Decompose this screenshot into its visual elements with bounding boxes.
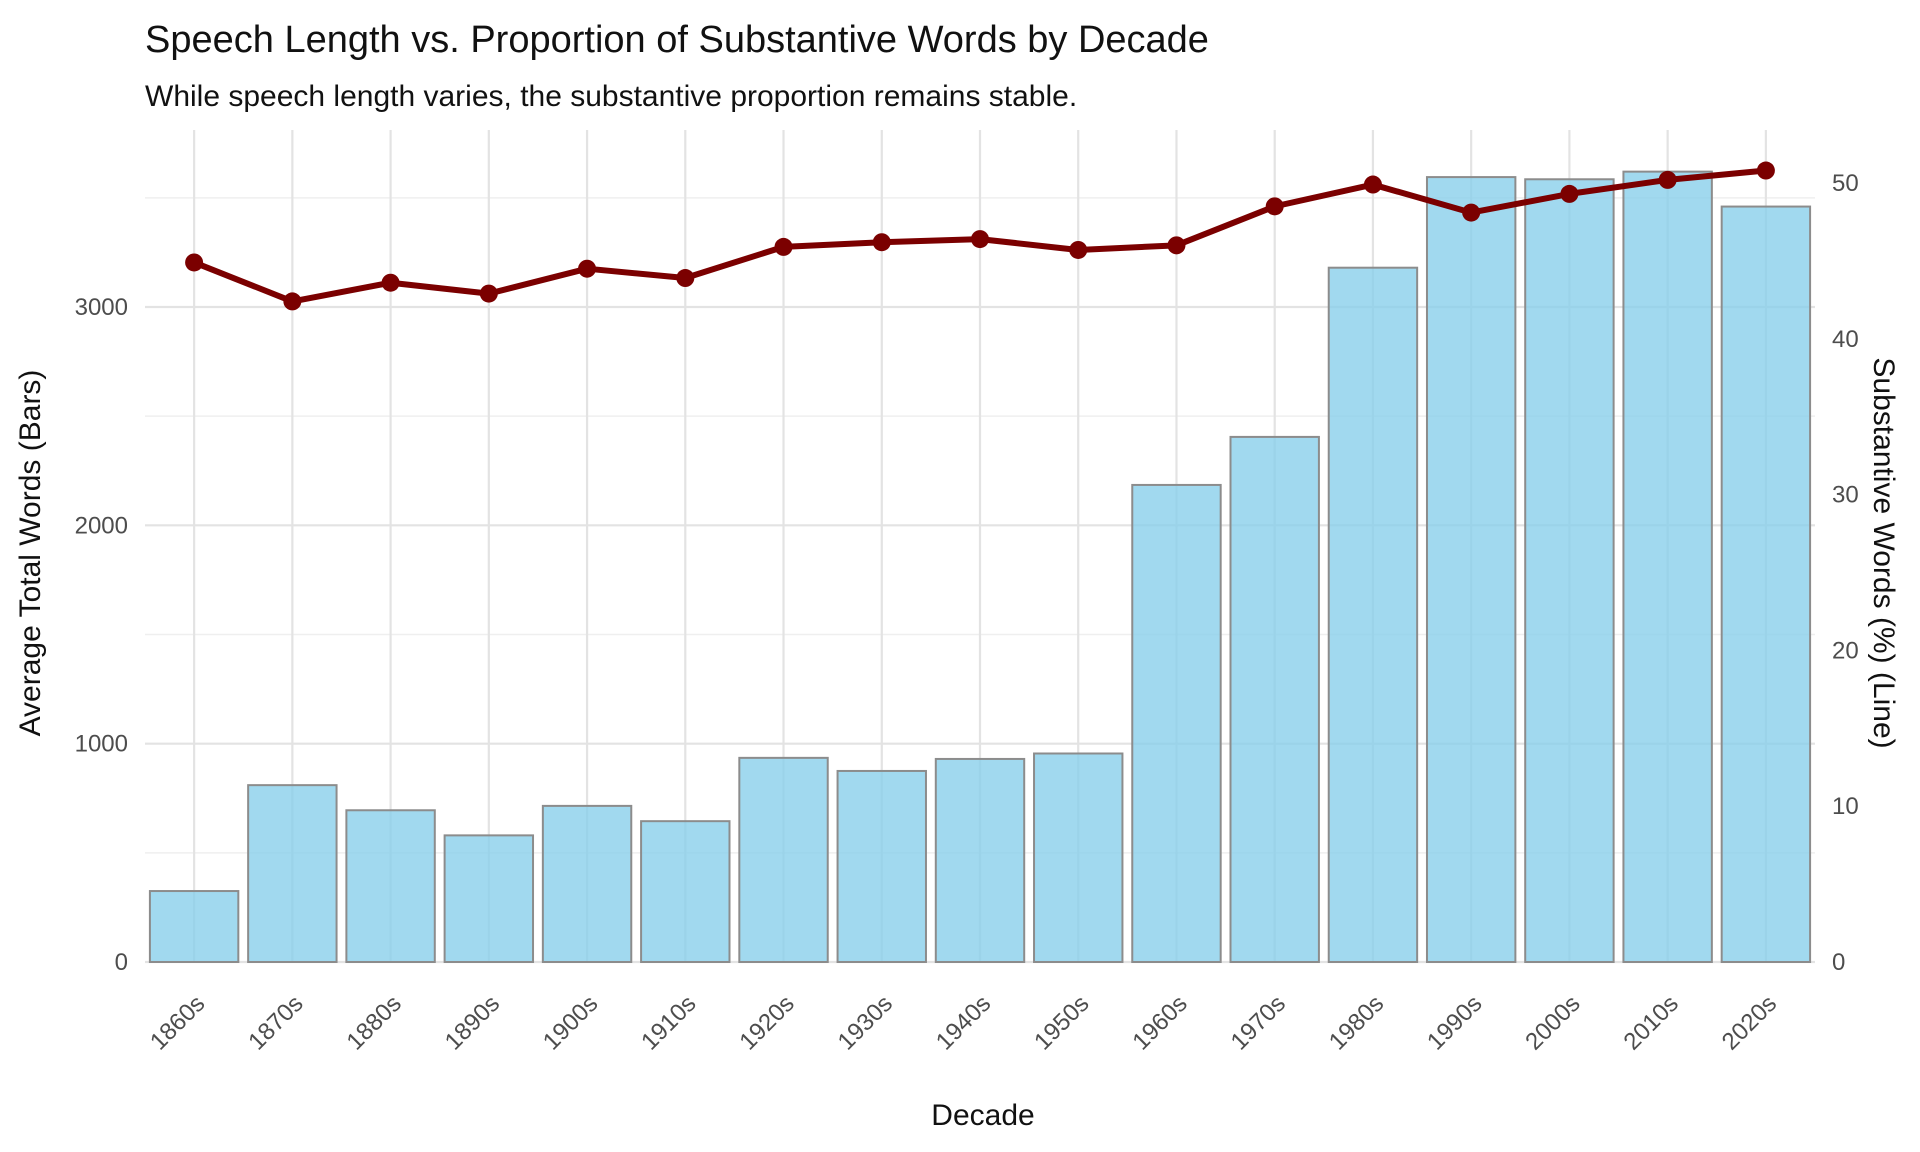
bar-1910s <box>640 820 731 963</box>
bar-1990s <box>1425 176 1517 963</box>
bar-1960s <box>1131 483 1222 963</box>
y-right-tick-label: 0 <box>1832 949 1845 976</box>
x-tick-label: 1930s <box>833 990 898 1055</box>
bar-2020s <box>1720 205 1812 964</box>
y-right-tick-label: 20 <box>1832 637 1859 664</box>
bar-1930s <box>836 769 927 963</box>
line-point-1960s <box>1167 236 1186 255</box>
line-point-1900s <box>578 259 597 278</box>
line-point-2010s <box>1658 170 1677 189</box>
bar-1920s <box>738 756 829 963</box>
x-tick-label: 1940s <box>931 990 996 1055</box>
line-point-1930s <box>872 233 891 252</box>
x-tick-label: 1880s <box>342 990 407 1055</box>
line-point-1920s <box>774 237 793 256</box>
y-left-tick-label: 2000 <box>75 512 128 539</box>
y-right-tick-label: 30 <box>1832 482 1859 509</box>
bar-1980s <box>1327 266 1419 963</box>
line-point-1890s <box>479 284 498 303</box>
x-tick-label: 1970s <box>1226 990 1291 1055</box>
line-layer <box>185 161 1775 311</box>
line-point-1940s <box>971 230 989 249</box>
x-tick-label: 1870s <box>243 990 308 1055</box>
bar-1860s <box>148 890 240 964</box>
x-tick-label: 1890s <box>440 990 505 1055</box>
x-tick-label: 1900s <box>538 990 603 1055</box>
bar-layer <box>148 170 1812 964</box>
x-tick-label: 1980s <box>1324 990 1389 1055</box>
x-tick-label: 2000s <box>1520 990 1585 1055</box>
y-left-tick-label: 3000 <box>75 294 128 321</box>
line-point-1980s <box>1363 175 1382 194</box>
line-point-1860s <box>185 253 204 272</box>
x-tick-label: 1960s <box>1127 990 1192 1055</box>
x-axis-label: Decade <box>931 1099 1034 1132</box>
bar-1880s <box>345 809 436 964</box>
chart-subtitle: While speech length varies, the substant… <box>145 80 1077 113</box>
chart-title: Speech Length vs. Proportion of Substant… <box>145 19 1209 61</box>
line-point-2020s <box>1756 161 1775 180</box>
bar-1950s <box>1033 752 1124 963</box>
line-point-1970s <box>1265 197 1284 216</box>
y-axis-right-label: Substantive Words (%) (Line) <box>1867 357 1900 748</box>
y-axis-left-label: Average Total Words (Bars) <box>14 370 47 737</box>
y-right-tick-label: 10 <box>1832 793 1859 820</box>
line-point-2000s <box>1560 184 1579 203</box>
bar-2000s <box>1524 178 1615 963</box>
line-point-1870s <box>283 292 302 311</box>
y-right-tick-label: 50 <box>1832 170 1859 197</box>
x-tick-label: 1950s <box>1029 990 1094 1055</box>
line-point-1950s <box>1069 240 1088 259</box>
y-right-tick-label: 40 <box>1832 326 1859 353</box>
y-left-tick-label: 0 <box>115 949 128 976</box>
bar-1940s <box>934 757 1026 964</box>
x-tick-label: 1920s <box>734 990 799 1055</box>
bar-1970s <box>1229 435 1320 963</box>
x-tick-label: 1990s <box>1422 990 1487 1055</box>
bar-1900s <box>541 804 633 963</box>
x-tick-label: 1910s <box>636 990 701 1055</box>
line-point-1910s <box>676 269 695 288</box>
x-tick-label: 2010s <box>1619 990 1684 1055</box>
line-point-1880s <box>381 273 400 292</box>
bar-2010s <box>1622 170 1713 963</box>
x-tick-label: 2020s <box>1717 990 1782 1055</box>
x-tick-label: 1860s <box>145 990 210 1055</box>
y-left-tick-label: 1000 <box>75 731 128 758</box>
bar-1870s <box>247 784 338 964</box>
bar-1890s <box>443 834 535 963</box>
line-point-1990s <box>1462 203 1481 222</box>
